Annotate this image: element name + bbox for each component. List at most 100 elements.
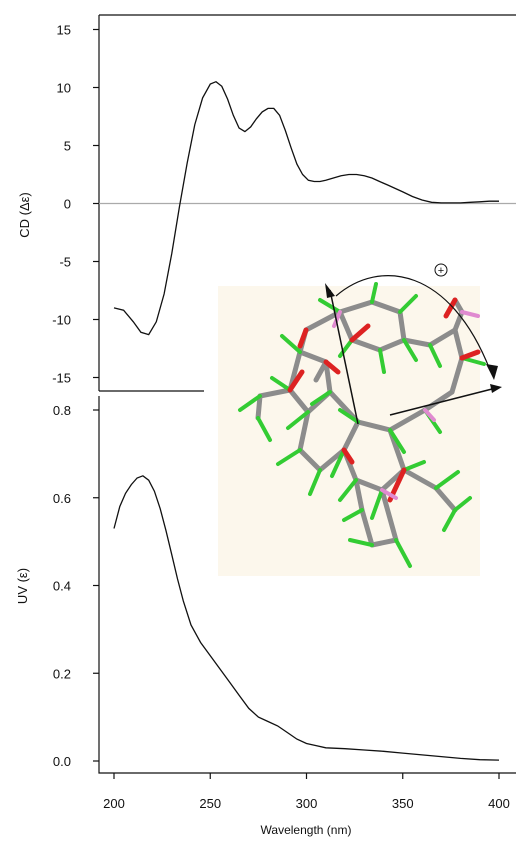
cd-y-tick-label: -10 [52,313,71,328]
uv-series-line [113,475,500,761]
carbon-bond [449,355,465,395]
hydrogen-bond [318,298,342,314]
x-tick-label: 250 [199,796,221,811]
carbon-bond [433,485,458,513]
x-axis-title: Wavelength (nm) [261,823,352,837]
uv-y-tick-label: 0.4 [53,579,71,594]
heteroatom-bond [380,488,398,500]
carbon-bond [297,409,311,453]
hydrogen-bond [370,488,384,520]
hydrogen-bond [348,538,374,547]
hydrogen-bond [338,408,360,424]
carbon-bond [355,419,393,433]
oxygen-bond [341,447,355,465]
cd-series-line [113,80,499,336]
heteroatom-bond [332,310,342,328]
carbon-bond [317,447,347,473]
vector-arrow-right [389,387,497,416]
carbon-bond [349,337,383,353]
hydrogen-bond [238,394,262,412]
hydrogen-bond [402,460,426,472]
hydrogen-bond [434,470,460,490]
x-tick-label: 400 [488,796,510,811]
uv-y-tick-label: 0.0 [53,754,71,769]
hydrogen-bond [453,496,472,512]
hydrogen-bond [394,538,412,568]
vector-arrow-up [329,289,359,425]
positive-sign: + [438,265,444,277]
hydrogen-bond [370,282,378,304]
carbon-bond [401,337,433,348]
oxygen-bond [459,349,481,361]
hydrogen-bond [398,294,418,314]
cd-panel: 15 10 5 0 -5 -10 -15 CD (Δε) [17,14,516,391]
hydrogen-bond [286,410,310,430]
hydrogen-bond [280,334,302,354]
hydrogen-bond [442,508,457,532]
carbon-bond [422,389,455,413]
carbon-bond [401,467,439,491]
hydrogen-bond [310,390,332,406]
x-tick-label: 300 [296,796,318,811]
carbon-bond [297,349,329,365]
uv-panel-frame [98,396,516,774]
uv-y-tick-label: 0.6 [53,491,71,506]
hydrogen-bond [276,448,302,466]
cd-y-tick-label: 5 [64,139,71,154]
carbon-bond [397,309,407,343]
hydrogen-bond [402,338,418,362]
carbon-bond [337,299,375,315]
cd-y-tick-label: 10 [57,81,71,96]
rotation-arc-arrowhead [486,364,498,380]
uv-y-tick-label: 0.8 [53,403,71,418]
carbon-bond [337,309,355,343]
cd-y-tick-label: -15 [52,371,71,386]
positive-sign-circle [434,263,448,277]
carbon-bond [287,387,311,415]
x-axis-ticks: 200 250 300 350 400 [103,773,510,811]
oxygen-bond [323,359,341,375]
cd-y-tick-label: -5 [59,255,71,270]
carbon-bond [353,477,385,493]
oxygen-bond [349,323,371,343]
carbon-bond [303,309,343,333]
hydrogen-bond [342,508,364,522]
carbon-bond [313,359,329,383]
uv-y-ticks: 0.8 0.6 0.4 0.2 0.0 [53,403,99,769]
hydrogen-bond [338,338,354,358]
uv-y-axis-title: UV (ε) [15,568,30,604]
hydrogen-bond [330,448,346,478]
carbon-bond [297,447,323,473]
uv-y-tick-label: 0.2 [53,666,71,681]
hydrogen-bond [256,416,272,442]
oxygen-bond [287,369,305,393]
hydrogen-bond [428,343,442,368]
heteroatom-bond [423,408,436,422]
carbon-bond [369,537,399,548]
hydrogen-bond [338,478,358,502]
hydrogen-bond [378,348,386,374]
carbon-bond [255,393,263,421]
carbon-bond [427,327,458,348]
oxygen-bond [443,297,458,319]
x-tick-label: 200 [103,796,125,811]
cd-y-ticks: 15 10 5 0 -5 -10 -15 [52,23,99,386]
hydrogen-bond [308,468,322,496]
carbon-bond [341,419,361,453]
x-tick-label: 350 [392,796,414,811]
cd-y-axis-title: CD (Δε) [17,192,32,238]
carbon-bond [377,337,407,353]
carbon-bond [452,309,465,333]
carbon-bond [387,407,428,433]
carbon-bond [379,487,399,543]
carbon-bond [323,359,333,395]
cd-y-tick-label: 0 [64,197,71,212]
heteroatom-bond [460,310,480,318]
rotation-arc-arrow [335,275,491,371]
vector-arrow-up-head [325,283,335,298]
carbon-bond [452,327,465,361]
hydrogen-bond [270,376,292,392]
carbon-bond [257,387,293,399]
vector-arrow-right-head [490,384,502,393]
